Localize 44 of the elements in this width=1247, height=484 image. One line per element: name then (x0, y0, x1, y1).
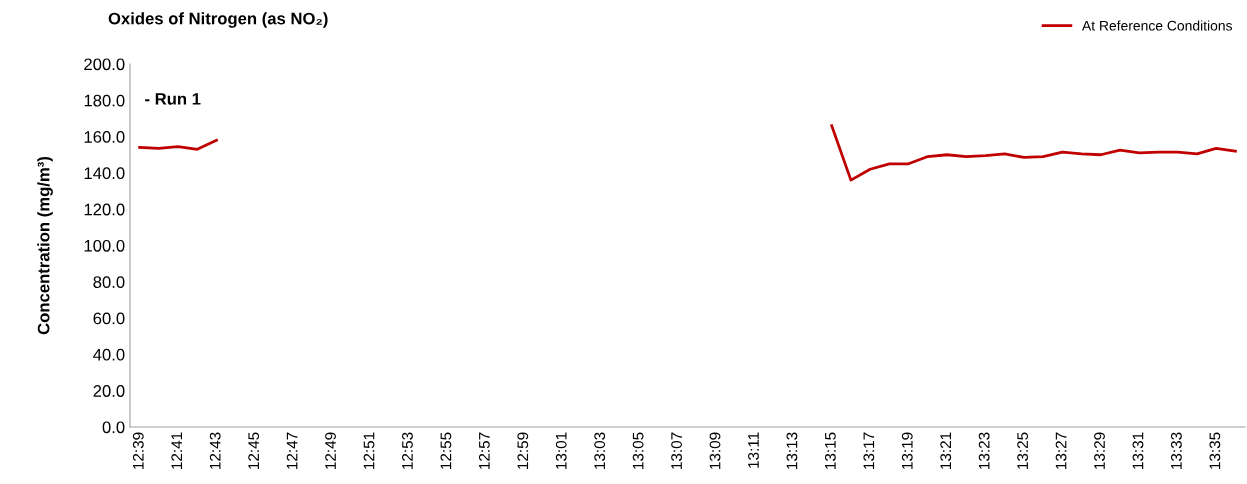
x-tick-label: 12:41 (171, 432, 183, 469)
x-tick-label: 13:27 (1055, 432, 1067, 469)
x-tick-label: 13:25 (1017, 432, 1029, 469)
annotation: - Run 1 (145, 93, 201, 105)
y-tick-label: 0.0 (102, 421, 125, 434)
x-tick-label: 13:21 (940, 432, 952, 469)
y-tick-label: 180.0 (84, 94, 125, 107)
y-tick-label: 60.0 (93, 312, 125, 325)
chart-title: Oxides of Nitrogen (as NO₂) (108, 12, 328, 28)
y-tick-label: 120.0 (84, 203, 125, 216)
y-tick-label: 160.0 (84, 131, 125, 143)
x-tick-label: 13:03 (594, 432, 606, 469)
x-tick-label: 13:01 (555, 432, 567, 469)
x-tick-label: 13:15 (824, 432, 836, 469)
x-tick-label: 12:53 (402, 432, 413, 469)
x-tick-label: 13:07 (671, 432, 682, 469)
y-tick-label: 40.0 (93, 348, 125, 361)
x-tick-label: 13:23 (978, 432, 990, 469)
x-tick-label: 13:05 (632, 432, 644, 469)
y-tick-label: 20.0 (93, 385, 125, 397)
x-tick-label: 13:35 (1209, 432, 1221, 469)
x-tick-label: 12:57 (478, 432, 490, 469)
y-tick-label: 80.0 (93, 276, 125, 288)
y-axis-title: Concentration (mg/m³) (37, 156, 53, 335)
y-tick-label: 140.0 (84, 167, 125, 180)
x-tick-label: 12:59 (517, 432, 529, 469)
x-tick-label: 13:19 (901, 432, 913, 469)
x-tick-label: 13:13 (786, 432, 798, 469)
legend-label: At Reference Conditions (1081, 20, 1233, 31)
x-tick-label: 12:55 (440, 432, 452, 469)
x-tick-label: 13:09 (709, 432, 721, 469)
x-tick-label: 12:47 (286, 432, 298, 469)
x-tick-label: 13:31 (1132, 432, 1144, 469)
y-tick-label: 100.0 (84, 239, 125, 252)
x-tick-label: 13:29 (1094, 432, 1105, 469)
x-tick-label: 12:51 (363, 432, 375, 469)
x-tick-label: 13:17 (863, 432, 875, 469)
x-tick-label: 12:49 (325, 432, 336, 469)
x-tick-label: 13:33 (1171, 432, 1182, 469)
y-tick-label: 200.0 (84, 58, 125, 71)
x-tick-label: 12:43 (209, 432, 221, 469)
x-tick-label: 12:45 (248, 432, 260, 469)
x-tick-label: 12:39 (132, 432, 144, 469)
x-tick-label: 13:11 (748, 432, 759, 468)
